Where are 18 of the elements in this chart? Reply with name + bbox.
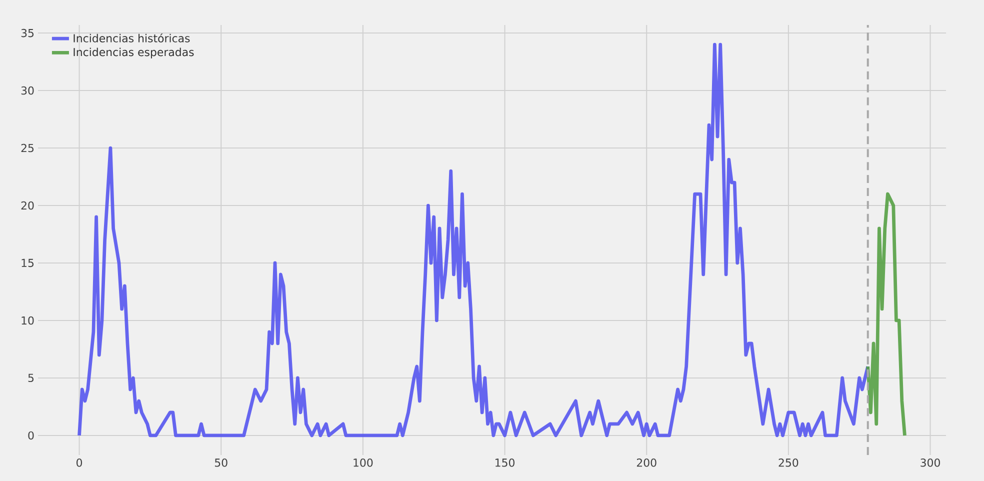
line-series	[866, 192, 906, 438]
x-tick-label: 100	[354, 458, 373, 467]
y-tick-label: 10	[22, 316, 34, 325]
y-tick-label: 5	[28, 374, 34, 382]
y-tick-label: 30	[21, 86, 34, 95]
x-tick-label: 50	[214, 458, 228, 467]
legend-label: Incidencias históricas	[74, 33, 190, 42]
x-tick-label: 300	[920, 458, 940, 467]
y-tick-label: 25	[21, 144, 34, 152]
x-tick-label: 250	[778, 458, 798, 467]
x-tick-label: 150	[496, 458, 514, 467]
x-tick-label: 0	[76, 458, 82, 467]
y-tick-label: 35	[21, 28, 34, 38]
x-tick-label: 200	[636, 458, 656, 467]
legend-label: Incidencias esperadas	[74, 48, 194, 58]
y-tick-label: 20	[21, 201, 34, 210]
y-tick-label: 15	[22, 258, 34, 268]
y-tick-label: 0	[28, 431, 34, 440]
